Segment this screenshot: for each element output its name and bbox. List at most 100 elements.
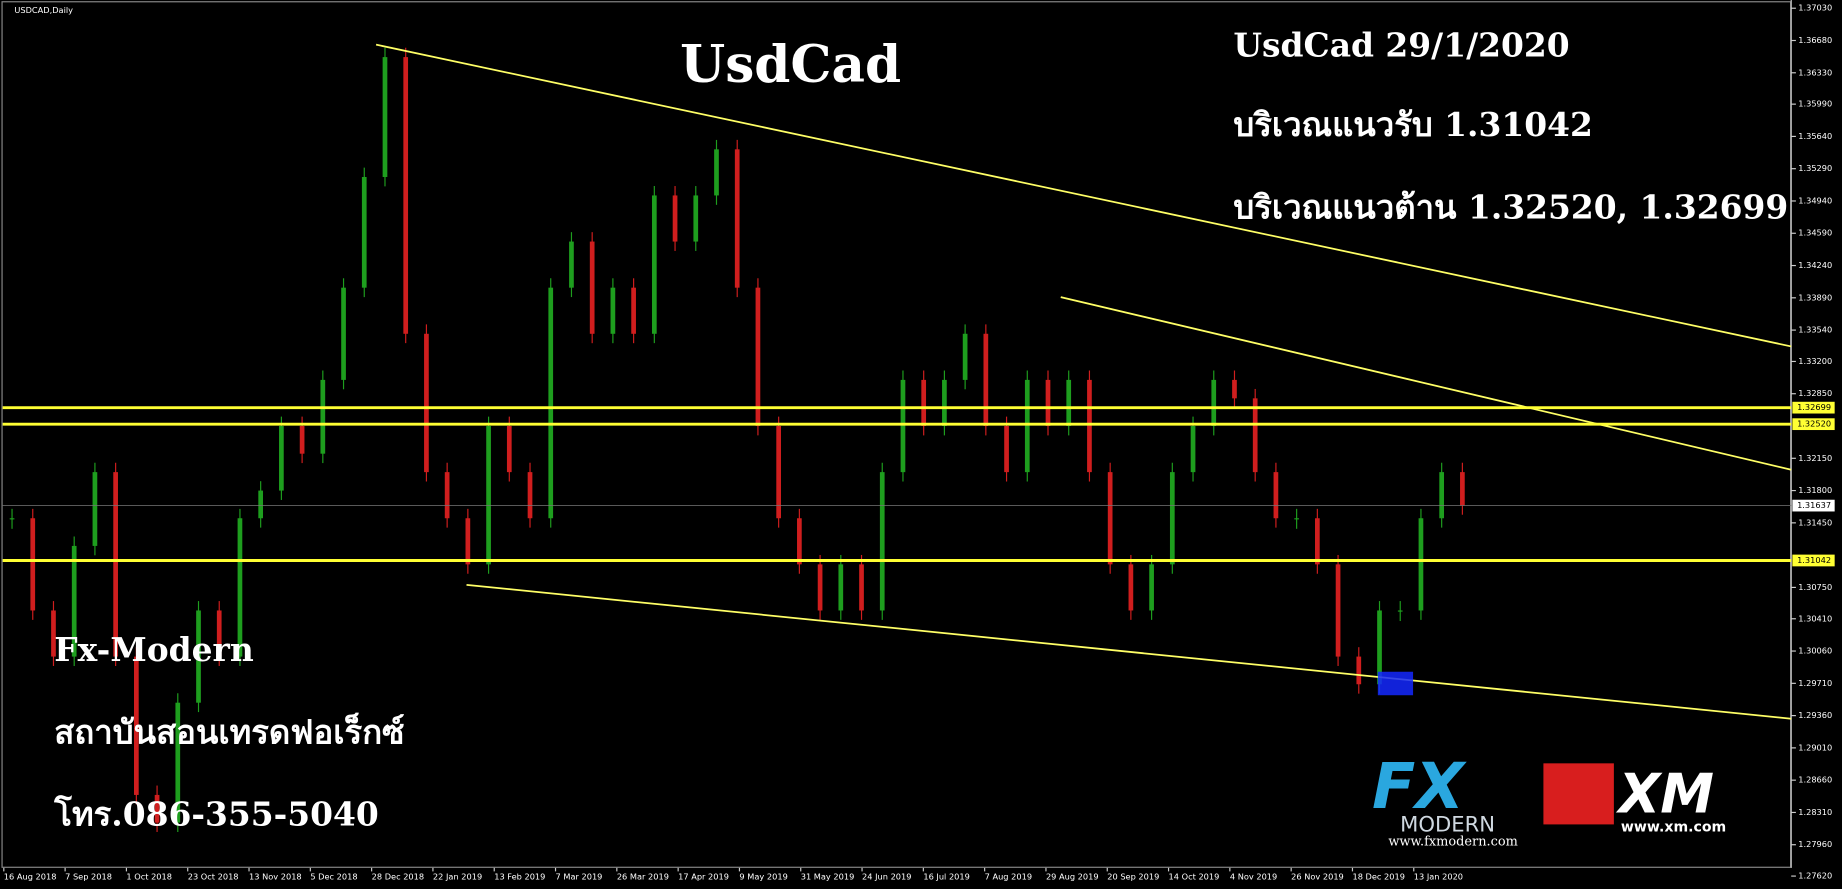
xm-logo-text: XM bbox=[1616, 763, 1714, 826]
candle bbox=[1418, 518, 1424, 611]
price-tick-label: 1.31450 bbox=[1798, 517, 1832, 527]
candle bbox=[651, 195, 657, 334]
price-tick-label: 1.29710 bbox=[1798, 678, 1832, 688]
date-label: 24 Jun 2019 bbox=[862, 872, 911, 882]
info-date: UsdCad 29/1/2020 bbox=[1233, 25, 1569, 64]
date-label: 22 Jan 2019 bbox=[433, 872, 482, 882]
candle bbox=[341, 287, 346, 380]
candle bbox=[838, 564, 844, 611]
candle bbox=[589, 241, 595, 334]
brand-subtitle: สถาบันสอนเทรดฟอเร็กซ์ bbox=[54, 711, 404, 751]
date-label: 9 May 2019 bbox=[739, 872, 787, 882]
level-box bbox=[1792, 418, 1835, 431]
price-tick-label: 1.35290 bbox=[1798, 163, 1832, 173]
date-label: 17 Apr 2019 bbox=[678, 872, 729, 882]
price-tick-label: 1.29360 bbox=[1798, 710, 1832, 720]
date-label: 4 Nov 2019 bbox=[1230, 872, 1277, 882]
candle bbox=[672, 195, 678, 242]
price-tick-label: 1.30750 bbox=[1798, 582, 1832, 592]
date-label: 26 Nov 2019 bbox=[1291, 872, 1344, 882]
price-tick-label: 1.33890 bbox=[1798, 292, 1832, 302]
candle bbox=[424, 333, 429, 473]
price-tick-label: 1.37030 bbox=[1798, 3, 1832, 13]
date-label: 7 Aug 2019 bbox=[985, 872, 1032, 882]
candle bbox=[113, 472, 118, 657]
candle bbox=[486, 426, 491, 565]
xm-logo-icon bbox=[1543, 763, 1614, 825]
candle bbox=[983, 333, 989, 427]
candle bbox=[1087, 379, 1092, 473]
date-label: 31 May 2019 bbox=[801, 872, 855, 882]
date-label: 13 Nov 2018 bbox=[249, 872, 302, 882]
price-tick-label: 1.30410 bbox=[1798, 613, 1832, 623]
price-tick-label: 1.31800 bbox=[1798, 485, 1832, 495]
info-resistance: บริเวณแนวต้าน 1.32520, 1.32699 bbox=[1233, 187, 1788, 226]
candle bbox=[1252, 398, 1258, 473]
candle bbox=[797, 518, 802, 565]
candle bbox=[279, 426, 284, 491]
date-label: 14 Oct 2019 bbox=[1169, 872, 1220, 882]
xm-logo: XM www.xm.com bbox=[1543, 763, 1726, 835]
date-label: 29 Aug 2019 bbox=[1046, 872, 1099, 882]
candle bbox=[1024, 379, 1030, 473]
candle bbox=[879, 472, 885, 611]
candle bbox=[631, 287, 636, 334]
current-price-box bbox=[1792, 499, 1835, 512]
candle bbox=[237, 518, 243, 657]
xm-logo-url: www.xm.com bbox=[1621, 819, 1726, 835]
candle bbox=[1190, 426, 1196, 473]
candle bbox=[361, 176, 367, 288]
level-box bbox=[1792, 554, 1835, 567]
level-label: 1.32699 bbox=[1797, 402, 1831, 412]
window-title: USDCAD,Daily bbox=[14, 5, 73, 15]
candle bbox=[755, 287, 761, 427]
price-tick-label: 1.34240 bbox=[1798, 260, 1832, 270]
date-label: 5 Dec 2018 bbox=[310, 872, 357, 882]
candle bbox=[71, 545, 77, 657]
price-tick-label: 1.36330 bbox=[1798, 67, 1832, 77]
candle bbox=[30, 518, 36, 611]
candle bbox=[900, 379, 906, 473]
date-label: 20 Sep 2019 bbox=[1107, 872, 1159, 882]
candle bbox=[859, 564, 864, 611]
fx-logo: FX MODERN www.fxmodern.com bbox=[1372, 749, 1518, 850]
candle bbox=[693, 195, 699, 242]
trendline bbox=[1060, 296, 1792, 471]
candle bbox=[465, 518, 471, 565]
candle bbox=[1315, 518, 1320, 565]
candle bbox=[9, 518, 15, 520]
candle bbox=[714, 149, 719, 196]
candle bbox=[444, 472, 450, 519]
candle bbox=[1294, 518, 1299, 520]
candle bbox=[134, 656, 139, 795]
price-tick-label: 1.33200 bbox=[1798, 356, 1832, 366]
candle bbox=[1107, 472, 1113, 565]
candle bbox=[734, 149, 740, 288]
price-tick-label: 1.36680 bbox=[1798, 35, 1832, 45]
price-tick-label: 1.34940 bbox=[1798, 195, 1832, 205]
price-tick-label: 1.32150 bbox=[1798, 453, 1832, 463]
candle bbox=[1439, 472, 1445, 519]
level-label: 1.32520 bbox=[1797, 419, 1831, 429]
candle bbox=[962, 333, 968, 380]
date-label: 26 Mar 2019 bbox=[617, 872, 669, 882]
candle bbox=[216, 610, 222, 657]
fx-logo-url: www.fxmodern.com bbox=[1388, 835, 1518, 850]
candle bbox=[258, 490, 264, 519]
price-tick-label: 1.28660 bbox=[1798, 775, 1832, 785]
candle bbox=[1377, 610, 1382, 685]
candle bbox=[1335, 564, 1341, 657]
date-label: 13 Jan 2020 bbox=[1414, 872, 1463, 882]
level-label: 1.31042 bbox=[1797, 555, 1831, 565]
candle bbox=[320, 379, 326, 454]
price-tick-label: 1.32850 bbox=[1798, 388, 1832, 398]
candle bbox=[776, 426, 781, 519]
date-label: 23 Oct 2018 bbox=[188, 872, 239, 882]
chart-title: UsdCad bbox=[680, 34, 901, 95]
candle bbox=[154, 794, 160, 823]
date-label: 7 Mar 2019 bbox=[556, 872, 603, 882]
price-tick-label: 1.35990 bbox=[1798, 99, 1832, 109]
